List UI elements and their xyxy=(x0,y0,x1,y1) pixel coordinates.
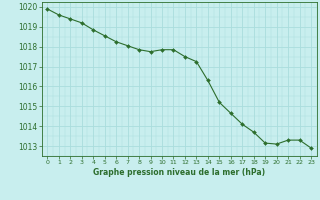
X-axis label: Graphe pression niveau de la mer (hPa): Graphe pression niveau de la mer (hPa) xyxy=(93,168,265,177)
